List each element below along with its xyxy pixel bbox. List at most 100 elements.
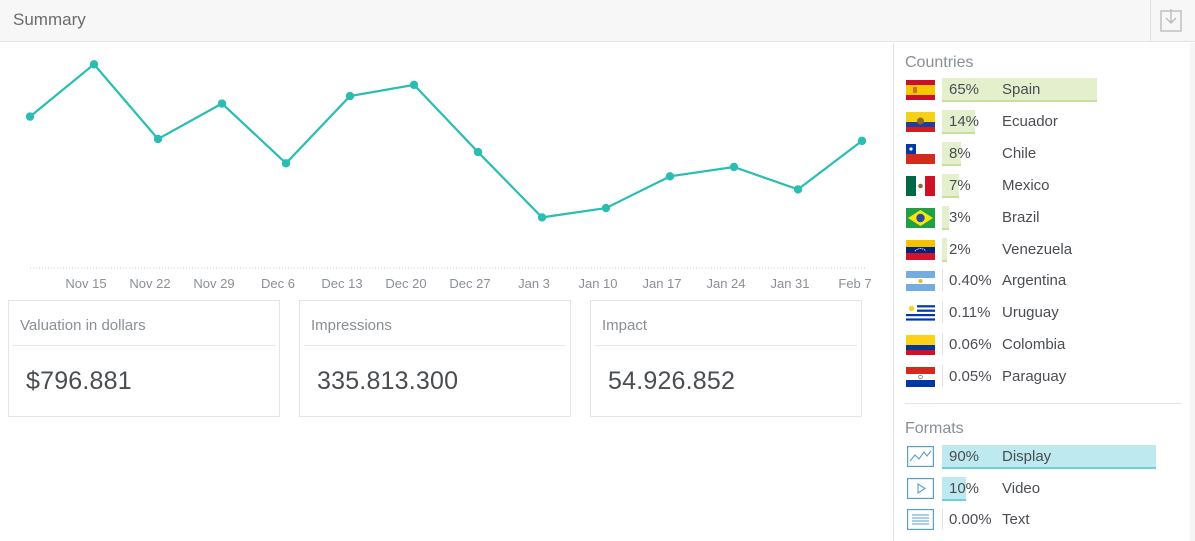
valuation-card: Valuation in dollars $796.881	[8, 300, 280, 417]
country-name: Venezuela	[1002, 240, 1073, 258]
country-name: Chile	[1002, 144, 1037, 162]
bar-baseline	[942, 301, 943, 324]
data-point[interactable]	[793, 185, 803, 194]
format-name: Text	[1002, 511, 1030, 528]
country-row-chile[interactable]: 8% Chile	[894, 140, 1194, 168]
data-point[interactable]	[857, 136, 867, 146]
format-name: Video	[1002, 479, 1041, 497]
share-percent: 0.11%	[949, 304, 991, 322]
bar-baseline	[942, 333, 943, 356]
data-point[interactable]	[409, 80, 419, 90]
data-point[interactable]	[473, 147, 483, 157]
main-panel: Nov 15 Nov 22 Nov 29 Dec 6 Dec 13 Dec 20 Dec 2…	[0, 43, 892, 541]
share-percent: 0.05%	[949, 368, 992, 386]
line-chart: Nov 15 Nov 22 Nov 29 Dec 6 Dec 13 Dec 20 Dec 2…	[25, 60, 872, 291]
download-icon[interactable]	[1160, 8, 1182, 32]
card-divider	[595, 345, 857, 346]
share-percent: 0.00%	[949, 511, 992, 528]
formats-title: Formats	[905, 420, 964, 437]
x-tick-label: Nov 22	[129, 276, 170, 291]
format-row-text[interactable]: 0.00% Text	[894, 506, 1194, 534]
x-tick-label: Feb 7	[838, 276, 871, 291]
country-row-uruguay[interactable]: 0.11% Uruguay	[894, 299, 1194, 327]
impact-card: Impact 54.926.852	[590, 300, 862, 417]
x-tick-label: Nov 29	[193, 276, 234, 291]
country-row-brazil[interactable]: 3% Brazil	[894, 204, 1194, 232]
x-tick-label: Nov 15	[65, 276, 106, 291]
data-point[interactable]	[281, 159, 291, 168]
country-row-venezuela[interactable]: 2% Venezuela	[894, 236, 1194, 264]
x-tick-label: Dec 13	[321, 276, 362, 291]
share-bar	[942, 141, 961, 166]
country-name: Spain	[1002, 81, 1041, 98]
x-tick-label: Jan 24	[706, 276, 745, 291]
data-point[interactable]	[665, 172, 675, 181]
x-tick-label: Dec 6	[261, 276, 295, 291]
country-name: Mexico	[1002, 176, 1050, 194]
share-bar	[942, 237, 947, 262]
x-tick-label: Jan 17	[642, 276, 681, 291]
country-row-argentina[interactable]: 0.40% Argentina	[894, 267, 1194, 295]
share-percent: 10%	[949, 479, 980, 497]
data-point[interactable]	[217, 99, 227, 108]
country-name: Ecuador	[1002, 112, 1058, 130]
share-bar	[942, 78, 1097, 102]
share-percent: 65%	[949, 81, 980, 98]
data-point[interactable]	[153, 134, 163, 144]
card-value: 335.813.300	[317, 367, 459, 395]
card-value: $796.881	[26, 367, 132, 395]
countries-title: Countries	[905, 54, 974, 71]
page-title: Summary	[13, 10, 86, 29]
section-divider	[905, 403, 1182, 404]
series-line	[29, 62, 863, 219]
impressions-card: Impressions 335.813.300	[299, 300, 571, 417]
card-label: Impressions	[311, 317, 392, 334]
share-percent: 3%	[949, 208, 971, 226]
data-point[interactable]	[25, 112, 35, 121]
share-percent: 2%	[949, 240, 971, 258]
country-row-ecuador[interactable]: 14% Ecuador	[894, 108, 1194, 136]
x-tick-label: Dec 27	[449, 276, 490, 291]
country-row-colombia[interactable]: 0.06% Colombia	[894, 331, 1194, 359]
card-label: Valuation in dollars	[20, 317, 146, 334]
breakdown-sidebar: Countries 65% Spain 14% Ecuador 8% Chile 7% Mex…	[893, 43, 1195, 541]
brazil-flag	[906, 207, 935, 228]
scrollbar[interactable]	[1190, 43, 1195, 541]
mexico-flag	[906, 175, 935, 196]
share-bar	[942, 205, 949, 230]
country-name: Brazil	[1002, 208, 1040, 226]
paraguay-flag	[906, 367, 935, 388]
share-bar	[942, 476, 966, 501]
text-lines-icon	[907, 509, 934, 530]
bar-baseline	[942, 365, 943, 388]
video-play-icon	[907, 477, 934, 499]
card-value: 54.926.852	[608, 367, 736, 395]
header-divider	[1150, 0, 1151, 42]
country-row-paraguay[interactable]: 0.05% Paraguay	[894, 363, 1194, 391]
card-label: Impact	[602, 317, 648, 334]
data-point[interactable]	[345, 91, 355, 101]
display-chart-icon	[907, 446, 934, 467]
metric-cards: Valuation in dollars $796.881 Impression…	[8, 300, 868, 420]
bar-baseline	[942, 508, 943, 530]
format-row-display[interactable]: 90% Display	[894, 443, 1194, 471]
colombia-flag	[906, 335, 935, 356]
data-point[interactable]	[601, 203, 611, 213]
data-point[interactable]	[89, 60, 99, 69]
chile-flag	[906, 143, 935, 164]
format-row-video[interactable]: 10% Video	[894, 475, 1194, 503]
data-point[interactable]	[537, 213, 547, 222]
card-divider	[13, 345, 275, 346]
share-percent: 8%	[949, 144, 971, 162]
bar-baseline	[942, 269, 943, 292]
country-row-spain[interactable]: 65% Spain	[894, 76, 1194, 104]
country-name: Argentina	[1002, 272, 1067, 290]
card-divider	[304, 345, 566, 346]
summary-header: Summary	[0, 0, 1195, 42]
x-tick-label: Jan 31	[770, 276, 809, 291]
data-point[interactable]	[729, 162, 739, 172]
country-row-mexico[interactable]: 7% Mexico	[894, 172, 1194, 200]
spain-flag	[906, 80, 935, 100]
ecuador-flag	[906, 111, 935, 132]
x-tick-label: Jan 3	[518, 276, 550, 291]
